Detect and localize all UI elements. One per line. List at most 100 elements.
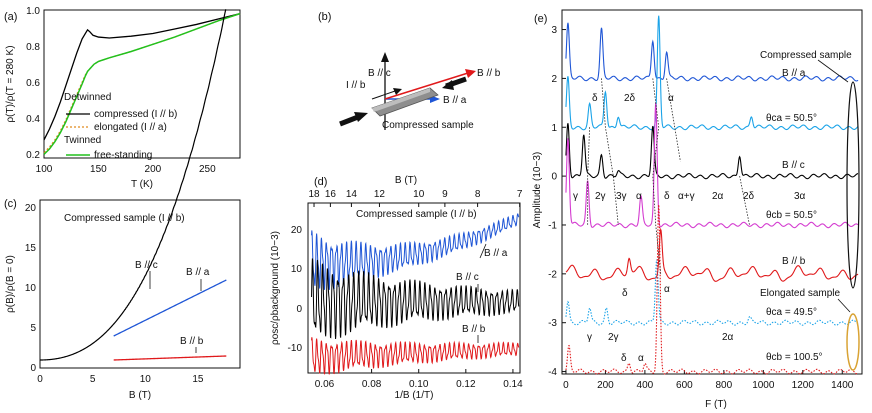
b-arrowhead-c xyxy=(381,52,389,62)
c-xtick: 10 xyxy=(140,374,152,385)
e-peak-label: 2α xyxy=(712,191,724,202)
panel-a: (a) 100 150 200 250 0.2 0.4 0.6 0.8 1.0 … xyxy=(4,6,241,190)
e-ylabel: Amplitude (10−3) xyxy=(532,152,543,228)
panel-d: (d) B (T) 18 16 14 12 10 9 8 7 0.06 0.08 0.10 0.12… xyxy=(270,175,523,401)
e-xtick: 1200 xyxy=(792,380,815,391)
d-ytick: 0 xyxy=(296,304,302,315)
c-label-a: B // a xyxy=(186,267,210,278)
d-ytick: 20 xyxy=(291,225,303,236)
panel-a-yticks: 0.2 0.4 0.6 0.8 1.0 xyxy=(26,6,40,161)
panel-e-yticks: 3 2 1 0 -1 -2 -3 -4 xyxy=(548,25,566,378)
e-series-line-7 xyxy=(565,204,859,375)
d-label-b: B // b xyxy=(462,324,486,335)
e-series-line-3 xyxy=(565,123,859,180)
e-peak-label: δ xyxy=(621,353,627,364)
d-xtick: 0.08 xyxy=(362,379,382,390)
a-legend-l1: compressed (I // b) xyxy=(94,109,177,120)
panel-a-legend: Detwinned compressed (I // b) elongated … xyxy=(64,92,177,161)
panel-e-tag: (e) xyxy=(534,13,547,25)
panel-b: (b) B // c B // a B // b I // b Compress… xyxy=(318,11,501,131)
e-peak-label: 2α xyxy=(722,332,734,343)
d-top-tick: 10 xyxy=(413,189,425,200)
e-peak-label: α xyxy=(638,353,644,364)
e-peak-label: γ xyxy=(587,332,592,343)
c-xlabel: B (T) xyxy=(129,390,151,401)
e-guide-line xyxy=(587,127,591,225)
e-label-compressed: Compressed sample xyxy=(760,50,852,61)
e-label-t2: θcb = 50.5° xyxy=(766,210,817,221)
e-leader-compressed xyxy=(817,59,849,83)
e-bracket-elongated xyxy=(846,313,860,371)
c-ytick: 0 xyxy=(30,363,36,374)
b-press-left-head xyxy=(354,112,368,122)
e-label-bc: B // c xyxy=(782,160,805,171)
c-ytick: 5 xyxy=(30,323,36,334)
b-caption: Compressed sample xyxy=(382,120,474,131)
e-label-ba: B // a xyxy=(782,68,806,79)
d-xtick: 0.12 xyxy=(456,379,476,390)
a-series-line-1 xyxy=(43,12,241,141)
e-xtick: 200 xyxy=(597,380,614,391)
d-top-tick: 18 xyxy=(308,189,320,200)
e-series-line-5 xyxy=(565,227,859,282)
c-series-line-b xyxy=(113,355,227,361)
b-label-a: B // a xyxy=(443,95,467,106)
panel-d-series xyxy=(311,213,520,375)
a-legend-l2: elongated (I // a) xyxy=(94,122,167,133)
panel-e-peak-labels: δ 2δ α γ 2γ 3γ α δ α+γ 2α 2δ 3α δ α γ 2γ… xyxy=(573,93,806,364)
e-peak-label: 2δ xyxy=(624,93,636,104)
e-ytick: 1 xyxy=(551,123,557,134)
e-ytick: 0 xyxy=(551,172,557,183)
b-current-line xyxy=(371,89,399,100)
d-top-tick: 8 xyxy=(475,189,481,200)
e-xtick: 800 xyxy=(715,380,732,391)
a-ytick: 1.0 xyxy=(26,6,40,17)
e-peak-label: α+γ xyxy=(678,191,695,202)
e-peak-label: δ xyxy=(664,191,670,202)
e-xtick: 400 xyxy=(637,380,654,391)
e-ytick: -4 xyxy=(548,367,557,378)
a-xtick: 100 xyxy=(36,164,53,175)
e-peak-label: 2γ xyxy=(608,332,619,343)
a-ytick: 0.2 xyxy=(26,150,40,161)
panel-c-yticks: 0 5 10 15 20 xyxy=(25,203,37,374)
c-xtick: 0 xyxy=(37,374,43,385)
e-peak-label: 2δ xyxy=(743,191,755,202)
b-press-left xyxy=(339,114,359,127)
panel-a-series xyxy=(43,12,241,155)
panel-c: (c) 0 5 10 15 0 5 10 15 20 B (T) ρ(B)/ρ(… xyxy=(4,9,241,401)
c-series-line-a xyxy=(113,279,227,337)
c-ytick: 15 xyxy=(25,243,37,254)
panel-c-frame xyxy=(39,199,241,369)
c-xtick: 5 xyxy=(90,374,96,385)
e-guide-line xyxy=(739,176,750,226)
c-ytick: 20 xyxy=(25,203,37,214)
a-xtick: 250 xyxy=(199,164,216,175)
b-axis-b xyxy=(384,72,469,100)
e-ytick: 3 xyxy=(551,25,557,36)
e-bracket-compressed xyxy=(846,81,860,289)
panel-d-xticks: 0.06 0.08 0.10 0.12 0.14 xyxy=(315,369,523,390)
d-ylabel: ρosc/ρbackground (10−3) xyxy=(270,231,281,345)
e-series-line-2 xyxy=(565,15,859,131)
a-ylabel: ρ(T)/ρ(T = 280 K) xyxy=(5,45,16,122)
d-ytick: -10 xyxy=(288,343,303,354)
e-series-line-1 xyxy=(565,22,859,82)
d-top-tick: 16 xyxy=(325,189,337,200)
a-xtick: 150 xyxy=(90,164,107,175)
e-ytick: -3 xyxy=(548,318,557,329)
e-guide-line xyxy=(601,78,619,226)
panel-a-frame xyxy=(43,9,241,159)
e-peak-label: 3γ xyxy=(616,191,627,202)
a-xtick: 200 xyxy=(145,164,162,175)
d-top-tick: 14 xyxy=(346,189,358,200)
c-series-line-c xyxy=(40,9,227,361)
d-label-a: B // a xyxy=(484,248,508,259)
panel-c-series xyxy=(40,9,227,361)
a-legend-group1: Detwinned xyxy=(64,92,111,103)
d-title: Compressed sample (I // b) xyxy=(356,209,477,220)
d-series-line-2 xyxy=(311,258,520,339)
b-press-right-head xyxy=(442,80,454,90)
panel-b-tag: (b) xyxy=(318,11,331,23)
